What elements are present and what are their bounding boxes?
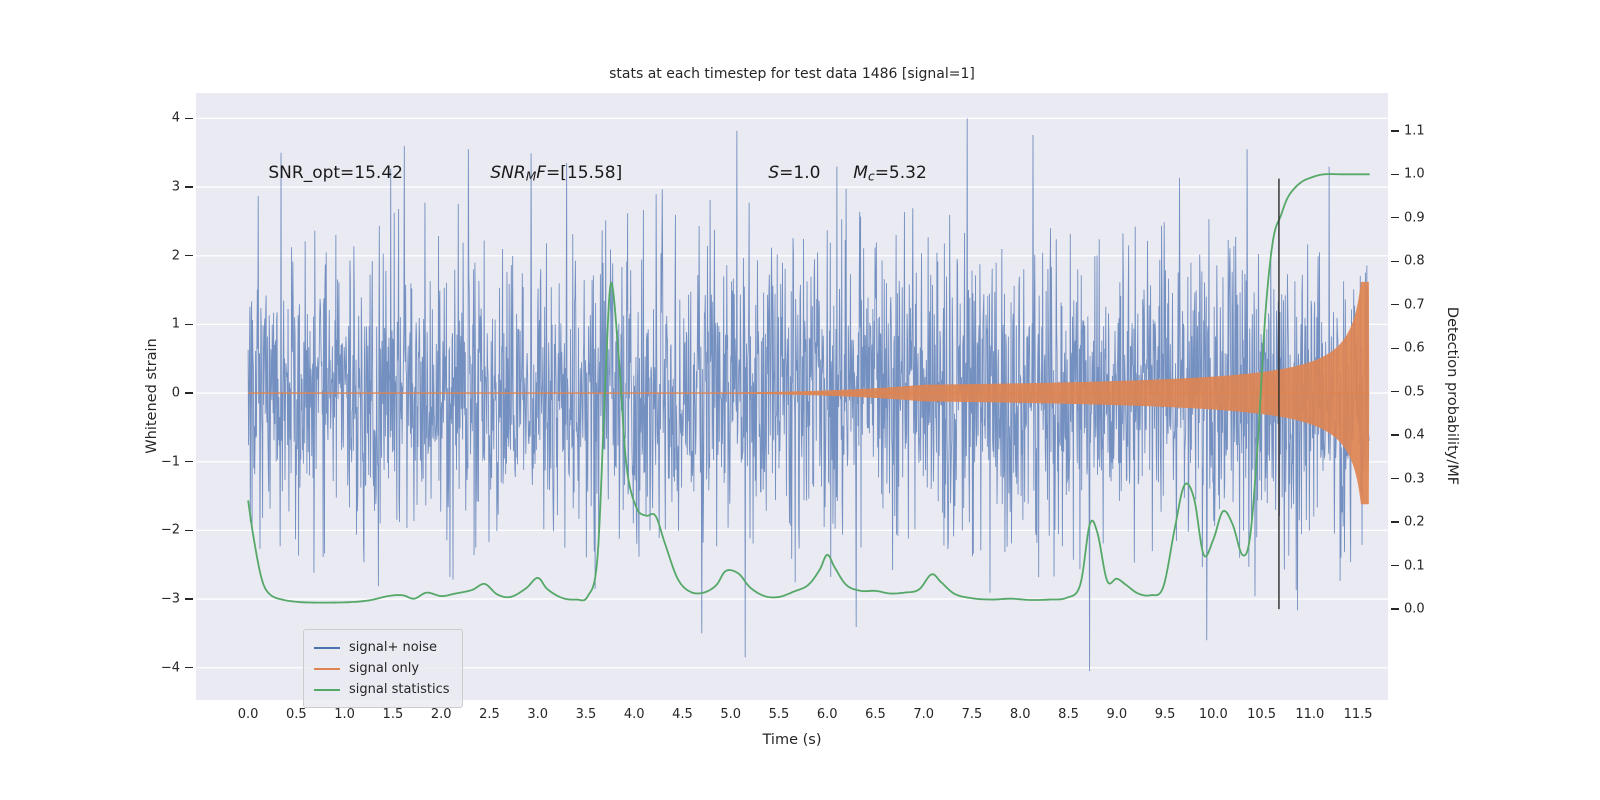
legend-item: signal only bbox=[314, 658, 450, 679]
annotation: SNRMF=[15.58] bbox=[490, 163, 622, 184]
y-left-tick-label: 0 bbox=[171, 385, 180, 401]
y-left-tick-label: −4 bbox=[160, 660, 180, 676]
y-right-tick-label: 1.0 bbox=[1404, 166, 1425, 182]
annotation-text: F bbox=[536, 163, 547, 184]
annotation: Mc=5.32 bbox=[853, 163, 927, 184]
y-right-tick-label: 0.5 bbox=[1404, 384, 1425, 400]
x-axis-label: Time (s) bbox=[762, 732, 822, 748]
legend-label: signal only bbox=[349, 661, 420, 676]
legend-line-swatch bbox=[314, 667, 340, 670]
y-left-tick-mark bbox=[185, 117, 193, 120]
y-right-tick-label: 1.1 bbox=[1404, 123, 1425, 139]
y-right-tick-label: 0.7 bbox=[1404, 297, 1425, 313]
y-right-tick-label: 0.8 bbox=[1404, 253, 1425, 269]
annotation-text: =[15.58] bbox=[546, 163, 623, 184]
legend-label: signal+ noise bbox=[349, 640, 438, 655]
y-right-tick-mark bbox=[1391, 564, 1399, 567]
y-right-tick-mark bbox=[1391, 304, 1399, 306]
y-left-tick-mark bbox=[185, 186, 193, 188]
y-right-tick-label: 0.2 bbox=[1404, 514, 1425, 530]
x-tick-label: 5.5 bbox=[768, 707, 790, 722]
annotation: SNR_opt=15.42 bbox=[268, 163, 403, 183]
x-tick-label: 6.0 bbox=[816, 707, 838, 722]
annotation-text: SNR_opt=15.42 bbox=[268, 163, 403, 184]
y-left-tick-mark bbox=[185, 529, 193, 532]
y-left-tick-label: −2 bbox=[160, 522, 180, 538]
y-left-tick-mark bbox=[185, 461, 193, 463]
y-right-tick-mark bbox=[1391, 173, 1399, 175]
x-tick-label: 4.5 bbox=[672, 707, 693, 722]
x-tick-label: 8.5 bbox=[1058, 707, 1079, 722]
x-tick-label: 10.5 bbox=[1247, 707, 1277, 722]
y-left-tick-label: 3 bbox=[171, 179, 180, 195]
y-left-tick-label: 1 bbox=[171, 316, 180, 332]
y-right-tick-label: 0.4 bbox=[1404, 427, 1425, 443]
annotation-text: M bbox=[853, 163, 868, 184]
y-left-tick-mark bbox=[185, 323, 193, 326]
plot-canvas bbox=[196, 93, 1388, 700]
x-tick-label: 11.0 bbox=[1295, 707, 1325, 722]
y-left-tick-mark bbox=[185, 598, 193, 600]
legend-item: signal statistics bbox=[314, 679, 450, 700]
legend-line-swatch bbox=[314, 688, 340, 691]
y-right-tick-label: 0.1 bbox=[1404, 558, 1425, 574]
x-tick-label: 5.0 bbox=[720, 707, 742, 722]
y-left-tick-mark bbox=[185, 392, 193, 394]
legend: signal+ noise signal only signal statistic… bbox=[303, 629, 463, 708]
y-right-tick-label: 0.9 bbox=[1404, 210, 1425, 226]
y-left-tick-label: 4 bbox=[171, 110, 180, 126]
y-right-tick-mark bbox=[1391, 391, 1399, 393]
annotation-text: c bbox=[867, 170, 875, 185]
x-tick-label: 11.5 bbox=[1343, 707, 1373, 722]
x-tick-label: 7.5 bbox=[961, 707, 983, 722]
y-right-tick-mark bbox=[1391, 130, 1399, 132]
x-tick-label: 10.0 bbox=[1198, 707, 1228, 722]
x-tick-label: 2.0 bbox=[430, 707, 452, 722]
chart-title: stats at each timestep for test data 148… bbox=[609, 66, 975, 82]
x-tick-label: 6.5 bbox=[865, 707, 886, 722]
x-tick-label: 2.5 bbox=[479, 707, 500, 722]
x-tick-label: 8.0 bbox=[1009, 707, 1031, 722]
y-right-tick-mark bbox=[1391, 347, 1399, 349]
x-tick-label: 1.0 bbox=[334, 707, 355, 722]
x-tick-label: 7.0 bbox=[913, 707, 935, 722]
y-axis-label-left: Whitened strain bbox=[144, 338, 160, 454]
y-left-tick-label: 2 bbox=[171, 248, 180, 264]
y-right-tick-label: 0.6 bbox=[1404, 340, 1425, 356]
y-right-tick-label: 0.0 bbox=[1404, 601, 1425, 617]
x-tick-label: 1.5 bbox=[382, 707, 404, 722]
annotation-text: =1.0 bbox=[779, 163, 821, 184]
annotation: S=1.0 bbox=[768, 163, 820, 183]
legend-item: signal+ noise bbox=[314, 637, 450, 658]
y-axis-label-right: Detection probability/MF bbox=[1444, 306, 1460, 486]
y-left-tick-mark bbox=[185, 667, 193, 669]
x-tick-label: 4.0 bbox=[623, 707, 645, 722]
x-tick-label: 9.0 bbox=[1106, 707, 1128, 722]
x-tick-label: 0.0 bbox=[237, 707, 259, 722]
y-right-tick-mark bbox=[1391, 434, 1399, 436]
x-tick-label: 9.5 bbox=[1154, 707, 1176, 722]
y-right-tick-mark bbox=[1391, 521, 1399, 523]
x-tick-label: 0.5 bbox=[286, 707, 307, 722]
y-right-tick-label: 0.3 bbox=[1404, 471, 1425, 487]
y-right-tick-mark bbox=[1391, 260, 1399, 262]
annotation-text: M bbox=[525, 170, 537, 185]
annotation-text: =5.32 bbox=[874, 163, 927, 184]
y-left-tick-mark bbox=[185, 255, 193, 257]
y-left-tick-label: −1 bbox=[160, 454, 180, 470]
x-tick-label: 3.0 bbox=[527, 707, 549, 722]
annotation-text: S bbox=[768, 163, 780, 184]
x-tick-label: 3.5 bbox=[575, 707, 597, 722]
annotation-text: SNR bbox=[490, 163, 526, 184]
legend-line-swatch bbox=[314, 646, 340, 649]
y-right-tick-mark bbox=[1391, 217, 1399, 219]
legend-label: signal statistics bbox=[349, 682, 450, 697]
y-right-tick-mark bbox=[1391, 608, 1399, 610]
y-left-tick-label: −3 bbox=[160, 591, 180, 607]
y-right-tick-mark bbox=[1391, 477, 1399, 480]
